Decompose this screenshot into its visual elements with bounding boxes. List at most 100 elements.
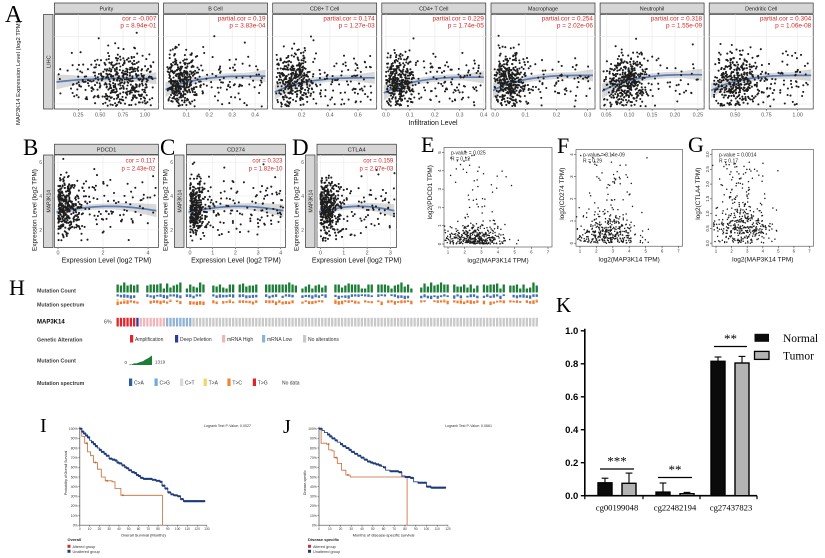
svg-text:3: 3: [480, 250, 483, 255]
svg-text:0.2: 0.2: [298, 113, 306, 119]
svg-text:0.2: 0.2: [553, 113, 561, 119]
svg-text:Expression Level (log2 TPM): Expression Level (log2 TPM): [312, 258, 402, 265]
svg-text:130: 130: [204, 527, 210, 531]
svg-text:Normal: Normal: [783, 333, 818, 345]
svg-text:0.1: 0.1: [406, 113, 414, 119]
svg-text:3.0: 3.0: [705, 151, 710, 158]
svg-text:0.25: 0.25: [73, 113, 84, 119]
svg-text:Altered group: Altered group: [73, 545, 96, 549]
svg-text:0.6: 0.6: [354, 113, 362, 119]
svg-text:Mutation spectrum: Mutation spectrum: [37, 303, 85, 309]
svg-text:50: 50: [371, 527, 375, 531]
svg-text:No alterations: No alterations: [308, 337, 339, 343]
svg-text:Dendritic Cell: Dendritic Cell: [745, 6, 777, 12]
svg-text:partial.cor = 0.174: partial.cor = 0.174: [323, 16, 375, 23]
svg-text:Logrank Test P-Value: 0.0027: Logrank Test P-Value: 0.0027: [204, 424, 251, 428]
svg-text:MAP3K14: MAP3K14: [37, 320, 65, 326]
svg-text:0: 0: [57, 251, 60, 257]
svg-text:70: 70: [147, 527, 151, 531]
svg-text:2: 2: [463, 250, 466, 255]
svg-text:Genetic Alteration: Genetic Alteration: [37, 338, 82, 344]
svg-text:Purity: Purity: [100, 6, 114, 12]
svg-text:Expression Level (log2 TPM): Expression Level (log2 TPM): [191, 258, 281, 265]
svg-text:0: 0: [79, 527, 81, 531]
svg-text:Overall: Overall: [68, 537, 82, 542]
svg-text:C>A: C>A: [134, 381, 145, 387]
svg-text:90%: 90%: [71, 437, 78, 441]
svg-text:log2(MAP3K14 TPM): log2(MAP3K14 TPM): [467, 258, 528, 265]
svg-text:No data: No data: [282, 381, 300, 387]
svg-text:**: **: [669, 462, 682, 477]
svg-text:p = 1.55e-09: p = 1.55e-09: [666, 22, 703, 29]
svg-text:40: 40: [117, 527, 121, 531]
svg-text:Expression Level (log2 TPM): Expression Level (log2 TPM): [294, 169, 301, 251]
svg-text:A: A: [5, 2, 23, 28]
svg-text:p = 2.07e-03: p = 2.07e-03: [360, 167, 395, 173]
svg-text:0: 0: [189, 251, 192, 257]
svg-text:1: 1: [437, 224, 442, 227]
svg-text:30%: 30%: [310, 495, 317, 499]
svg-text:partial.cor = 0.229: partial.cor = 0.229: [432, 16, 484, 23]
svg-text:0.0: 0.0: [565, 491, 578, 502]
svg-text:1: 1: [342, 251, 345, 257]
svg-text:1: 1: [579, 249, 582, 254]
svg-text:0.05: 0.05: [601, 113, 612, 119]
svg-text:T>G: T>G: [258, 381, 268, 387]
svg-text:20: 20: [98, 527, 102, 531]
svg-text:Tumor: Tumor: [783, 350, 814, 362]
svg-text:0.2: 0.2: [431, 113, 439, 119]
svg-text:0.4: 0.4: [480, 113, 488, 119]
svg-text:1: 1: [715, 249, 718, 254]
svg-text:0%: 0%: [312, 524, 317, 528]
svg-text:7: 7: [677, 249, 680, 254]
svg-text:7: 7: [808, 249, 811, 254]
svg-text:p = 1.06e-08: p = 1.06e-08: [775, 22, 812, 29]
svg-text:p-value = 0.025: p-value = 0.025: [451, 150, 486, 156]
svg-text:0.2: 0.2: [206, 113, 214, 119]
svg-text:0.75: 0.75: [761, 113, 772, 119]
svg-text:Probability of Overall Surviva: Probability of Overall Survival: [64, 450, 68, 495]
svg-text:Altered group: Altered group: [313, 545, 336, 549]
svg-text:Expression Level (log2 TPM): Expression Level (log2 TPM): [32, 169, 39, 251]
svg-text:0.20: 0.20: [670, 113, 681, 119]
svg-text:cor = -0.007: cor = -0.007: [122, 16, 157, 23]
svg-text:110: 110: [185, 527, 190, 531]
svg-text:C>T: C>T: [185, 381, 195, 387]
svg-text:3: 3: [569, 175, 574, 178]
svg-text:1: 1: [569, 219, 574, 222]
svg-text:70%: 70%: [71, 456, 78, 460]
svg-text:cor = 0.117: cor = 0.117: [126, 159, 156, 165]
svg-text:1.5: 1.5: [705, 195, 710, 202]
svg-text:G: G: [688, 132, 704, 157]
svg-text:0.50: 0.50: [730, 113, 741, 119]
svg-text:0.6: 0.6: [565, 392, 578, 403]
svg-text:0.3: 0.3: [456, 113, 464, 119]
svg-text:4: 4: [279, 251, 282, 257]
svg-text:MAP3K14: MAP3K14: [309, 190, 315, 213]
svg-text:7: 7: [547, 250, 550, 255]
svg-text:0.1: 0.1: [522, 113, 530, 119]
svg-text:120: 120: [445, 527, 451, 531]
svg-text:4: 4: [628, 249, 631, 254]
svg-text:0.0: 0.0: [491, 113, 499, 119]
svg-text:PDCD1: PDCD1: [97, 147, 117, 153]
svg-text:3: 3: [746, 249, 749, 254]
svg-text:CD274: CD274: [227, 147, 246, 153]
svg-text:CD8+ T Cell: CD8+ T Cell: [310, 6, 339, 12]
svg-text:10: 10: [88, 527, 92, 531]
svg-text:Disease-specific: Disease-specific: [303, 470, 307, 495]
svg-text:D: D: [292, 135, 309, 160]
svg-text:**: **: [724, 331, 737, 346]
svg-text:cg27437823: cg27437823: [710, 503, 753, 513]
svg-text:T>C: T>C: [232, 381, 242, 387]
svg-text:1319: 1319: [155, 360, 166, 365]
svg-text:50%: 50%: [71, 475, 78, 479]
svg-text:E: E: [421, 132, 434, 157]
svg-text:4: 4: [147, 251, 150, 257]
svg-text:2: 2: [301, 228, 304, 234]
svg-text:Logrank Test P-Value: 0.0661: Logrank Test P-Value: 0.0661: [445, 424, 492, 428]
svg-text:100: 100: [175, 527, 181, 531]
svg-text:Deep Deletion: Deep Deletion: [180, 337, 212, 343]
svg-text:6%: 6%: [104, 320, 112, 326]
svg-text:4: 4: [437, 169, 442, 172]
